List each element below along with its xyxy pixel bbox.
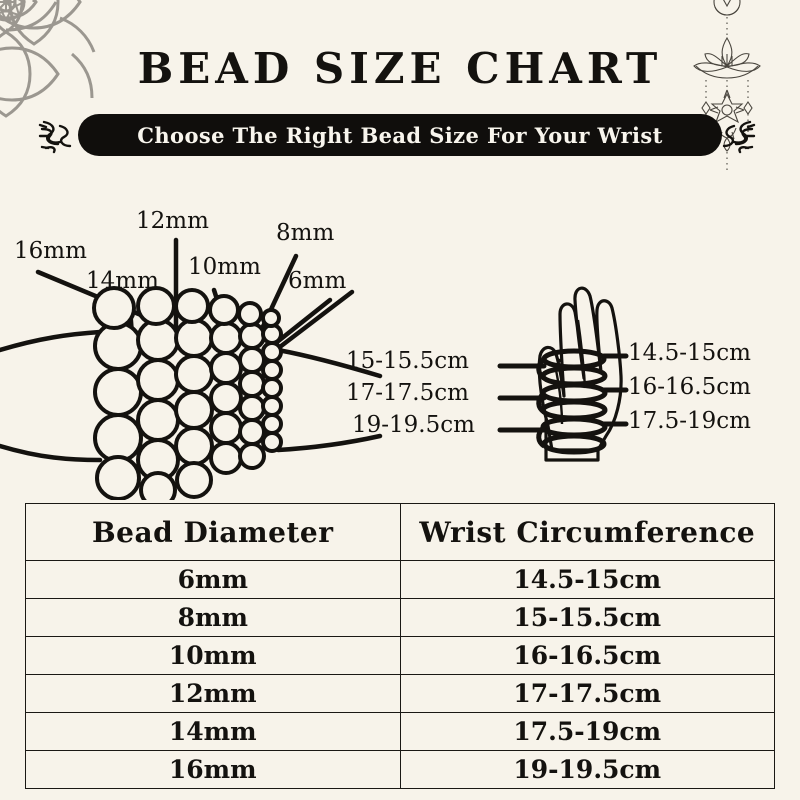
table-row: 6mm 14.5-15cm	[25, 560, 775, 599]
table-row: 8mm 15-15.5cm	[25, 598, 775, 637]
cell-bead-diameter: 10mm	[25, 636, 401, 675]
subtitle-banner-pill: Choose The Right Bead Size For Your Wris…	[78, 114, 722, 156]
wrist-label-left-3: 19-19.5cm	[352, 412, 475, 438]
cell-wrist-circumference: 17.5-19cm	[399, 712, 775, 751]
cell-bead-diameter: 12mm	[25, 674, 401, 713]
diagram-svg	[0, 237, 629, 500]
flourish-ornament-icon	[38, 120, 72, 154]
column-header-wrist-circumference: Wrist Circumference	[399, 503, 775, 561]
table-row: 12mm 17-17.5cm	[25, 674, 775, 713]
bead-size-table: Bead Diameter Wrist Circumference 6mm 14…	[25, 503, 775, 789]
cell-wrist-circumference: 16-16.5cm	[399, 636, 775, 675]
bead-label-8mm: 8mm	[276, 220, 335, 246]
wrist-label-left-1: 15-15.5cm	[346, 348, 469, 374]
bead-label-14mm: 14mm	[86, 268, 159, 294]
wrist-label-left-2: 17-17.5cm	[346, 380, 469, 406]
cell-bead-diameter: 6mm	[25, 560, 401, 599]
subtitle-text: Choose The Right Bead Size For Your Wris…	[137, 122, 663, 148]
table-header-row: Bead Diameter Wrist Circumference	[25, 503, 775, 561]
illustration-area: 16mm 14mm 12mm 10mm 8mm 6mm 14.5-15cm 16…	[0, 160, 800, 500]
cell-wrist-circumference: 15-15.5cm	[399, 598, 775, 637]
table-row: 10mm 16-16.5cm	[25, 636, 775, 675]
bead-label-12mm: 12mm	[136, 208, 209, 234]
wrist-label-right-1: 14.5-15cm	[628, 340, 751, 366]
bead-label-6mm: 6mm	[288, 268, 347, 294]
subtitle-banner: Choose The Right Bead Size For Your Wris…	[0, 114, 800, 160]
cell-bead-diameter: 16mm	[25, 750, 401, 789]
cell-bead-diameter: 8mm	[25, 598, 401, 637]
cell-wrist-circumference: 19-19.5cm	[399, 750, 775, 789]
column-header-bead-diameter: Bead Diameter	[25, 503, 401, 561]
table-row: 14mm 17.5-19cm	[25, 712, 775, 751]
flourish-ornament-icon	[722, 120, 756, 154]
wrist-label-right-2: 16-16.5cm	[628, 374, 751, 400]
cell-wrist-circumference: 17-17.5cm	[399, 674, 775, 713]
bead-label-10mm: 10mm	[188, 254, 261, 280]
bead-label-16mm: 16mm	[14, 238, 87, 264]
cell-bead-diameter: 14mm	[25, 712, 401, 751]
wrist-label-right-3: 17.5-19cm	[628, 408, 751, 434]
table-row: 16mm 19-19.5cm	[25, 750, 775, 789]
page-title: BEAD SIZE CHART	[137, 44, 663, 93]
cell-wrist-circumference: 14.5-15cm	[399, 560, 775, 599]
